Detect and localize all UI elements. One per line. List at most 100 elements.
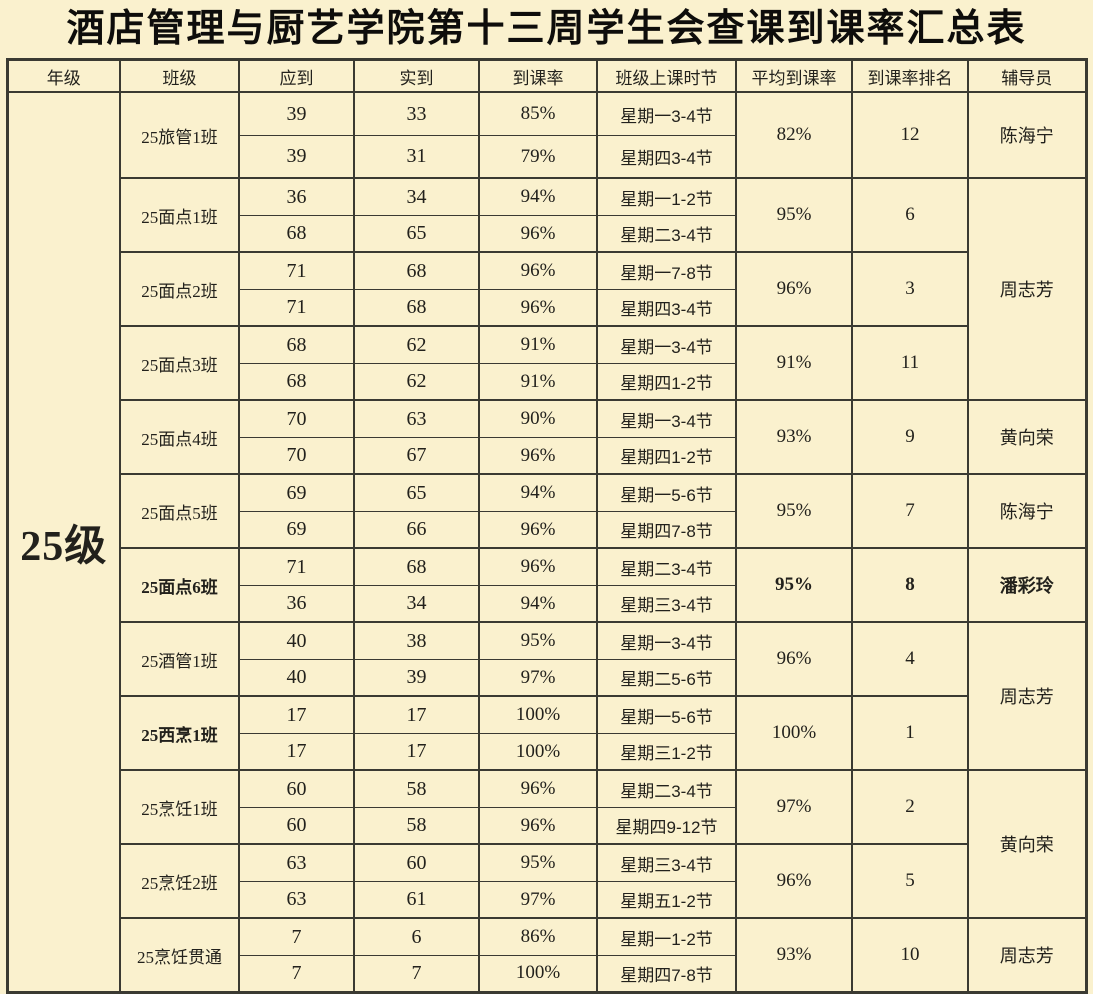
- table-row: 68 65 96% 星期二3-4节: [7, 214, 1086, 253]
- table-row: 71 68 96% 星期四3-4节: [7, 288, 1086, 327]
- schedule-cell: 星期一5-6节: [596, 695, 737, 734]
- average-rate-cell: 97%: [735, 769, 853, 845]
- expected-cell: 7: [238, 954, 355, 993]
- table-row: 25面点1班 36 34 94% 星期一1-2节 95% 6 周志芳: [7, 177, 1087, 401]
- rank-cell: 2: [851, 769, 969, 845]
- rank-cell: 3: [851, 251, 969, 327]
- table-row: 68 62 91% 星期四1-2节: [7, 362, 1086, 401]
- average-rate-cell: 95%: [735, 547, 853, 623]
- class-name-cell: 25面点1班: [119, 177, 240, 253]
- table-row: 63 61 97% 星期五1-2节: [7, 880, 1086, 919]
- actual-cell: 65: [353, 214, 480, 253]
- rate-cell: 100%: [478, 732, 598, 771]
- actual-cell: 68: [353, 288, 480, 327]
- actual-cell: 61: [353, 880, 480, 919]
- expected-cell: 7: [238, 917, 355, 956]
- table-row: 70 67 96% 星期四1-2节: [7, 436, 1086, 475]
- expected-cell: 39: [238, 91, 355, 136]
- rank-cell: 11: [851, 325, 969, 401]
- actual-cell: 33: [353, 91, 480, 136]
- actual-cell: 31: [353, 134, 480, 179]
- table-row: 25面点4班 70 63 90% 星期一3-4节 93% 9 黄向荣: [7, 399, 1087, 475]
- class-name-cell: 25面点4班: [119, 399, 240, 475]
- table-row: 25烹饪贯通 7 6 86% 星期一1-2节 93% 10 周志芳: [7, 917, 1087, 993]
- rate-cell: 85%: [478, 91, 598, 136]
- schedule-cell: 星期二3-4节: [596, 547, 737, 586]
- table-row: 69 66 96% 星期四7-8节: [7, 510, 1086, 549]
- schedule-cell: 星期一3-4节: [596, 325, 737, 364]
- rate-cell: 95%: [478, 621, 598, 660]
- rate-cell: 94%: [478, 584, 598, 623]
- rate-cell: 86%: [478, 917, 598, 956]
- expected-cell: 63: [238, 880, 355, 919]
- actual-cell: 68: [353, 547, 480, 586]
- schedule-cell: 星期四7-8节: [596, 510, 737, 549]
- schedule-cell: 星期一3-4节: [596, 621, 737, 660]
- expected-cell: 70: [238, 436, 355, 475]
- expected-cell: 63: [238, 843, 355, 882]
- rate-cell: 96%: [478, 251, 598, 290]
- expected-cell: 68: [238, 362, 355, 401]
- expected-cell: 71: [238, 251, 355, 290]
- grade-cell: 25级: [6, 91, 121, 993]
- class-name-cell: 25面点2班: [119, 251, 240, 327]
- average-rate-cell: 82%: [735, 91, 853, 179]
- expected-cell: 36: [238, 584, 355, 623]
- rate-cell: 96%: [478, 288, 598, 327]
- table-row: 25级 25旅管1班 39 33 85% 星期一3-4节 82% 12 陈海宁: [6, 91, 1087, 993]
- expected-cell: 17: [238, 732, 355, 771]
- table-row: 36 34 94% 星期三3-4节: [7, 584, 1086, 623]
- expected-cell: 17: [238, 695, 355, 734]
- schedule-cell: 星期一1-2节: [596, 917, 737, 956]
- table-row: 25烹饪2班 63 60 95% 星期三3-4节 96% 5: [7, 843, 1086, 919]
- header-grade: 年级: [6, 58, 121, 94]
- table-row: 25西烹1班 17 17 100% 星期一5-6节 100% 1: [7, 695, 1086, 771]
- schedule-cell: 星期一3-4节: [596, 91, 737, 136]
- counselor-cell: 潘彩玲: [967, 547, 1087, 623]
- actual-cell: 34: [353, 177, 480, 216]
- counselor-cell: 周志芳: [967, 621, 1087, 771]
- expected-cell: 39: [238, 134, 355, 179]
- rank-cell: 4: [851, 621, 969, 697]
- schedule-cell: 星期三1-2节: [596, 732, 737, 771]
- rate-cell: 96%: [478, 214, 598, 253]
- table-row: 25酒管1班 40 38 95% 星期一3-4节 96% 4 周志芳: [7, 621, 1087, 771]
- counselor-cell: 黄向荣: [967, 399, 1087, 475]
- actual-cell: 66: [353, 510, 480, 549]
- rate-cell: 100%: [478, 695, 598, 734]
- rate-cell: 94%: [478, 473, 598, 512]
- header-schedule: 班级上课时节: [596, 58, 737, 94]
- actual-cell: 17: [353, 695, 480, 734]
- class-name-cell: 25西烹1班: [119, 695, 240, 771]
- schedule-cell: 星期四1-2节: [596, 436, 737, 475]
- expected-cell: 68: [238, 214, 355, 253]
- rate-cell: 91%: [478, 325, 598, 364]
- class-name-cell: 25酒管1班: [119, 621, 240, 697]
- header-counselor: 辅导员: [967, 58, 1087, 94]
- schedule-cell: 星期二5-6节: [596, 658, 737, 697]
- attendance-table-body: 25级 25旅管1班 39 33 85% 星期一3-4节 82% 12 陈海宁 39 31 79% 星期…: [6, 91, 1087, 993]
- rate-cell: 91%: [478, 362, 598, 401]
- rank-cell: 9: [851, 399, 969, 475]
- actual-cell: 58: [353, 806, 480, 845]
- schedule-cell: 星期一1-2节: [596, 177, 737, 216]
- expected-cell: 40: [238, 621, 355, 660]
- rate-cell: 96%: [478, 547, 598, 586]
- table-row: 25面点2班 71 68 96% 星期一7-8节 96% 3: [7, 251, 1086, 327]
- expected-cell: 71: [238, 288, 355, 327]
- schedule-cell: 星期三3-4节: [596, 584, 737, 623]
- rank-cell: 8: [851, 547, 969, 623]
- actual-cell: 67: [353, 436, 480, 475]
- counselor-cell: 周志芳: [967, 917, 1087, 993]
- schedule-cell: 星期四1-2节: [596, 362, 737, 401]
- schedule-cell: 星期二3-4节: [596, 769, 737, 808]
- schedule-cell: 星期四3-4节: [596, 134, 737, 179]
- table-row: 25面点3班 68 62 91% 星期一3-4节 91% 11: [7, 325, 1086, 401]
- table-row: 25面点5班 69 65 94% 星期一5-6节 95% 7 陈海宁: [7, 473, 1087, 549]
- header-rank: 到课率排名: [851, 58, 969, 94]
- rank-cell: 5: [851, 843, 969, 919]
- class-name-cell: 25烹饪2班: [119, 843, 240, 919]
- average-rate-cell: 93%: [735, 917, 853, 993]
- average-rate-cell: 96%: [735, 251, 853, 327]
- rate-cell: 97%: [478, 880, 598, 919]
